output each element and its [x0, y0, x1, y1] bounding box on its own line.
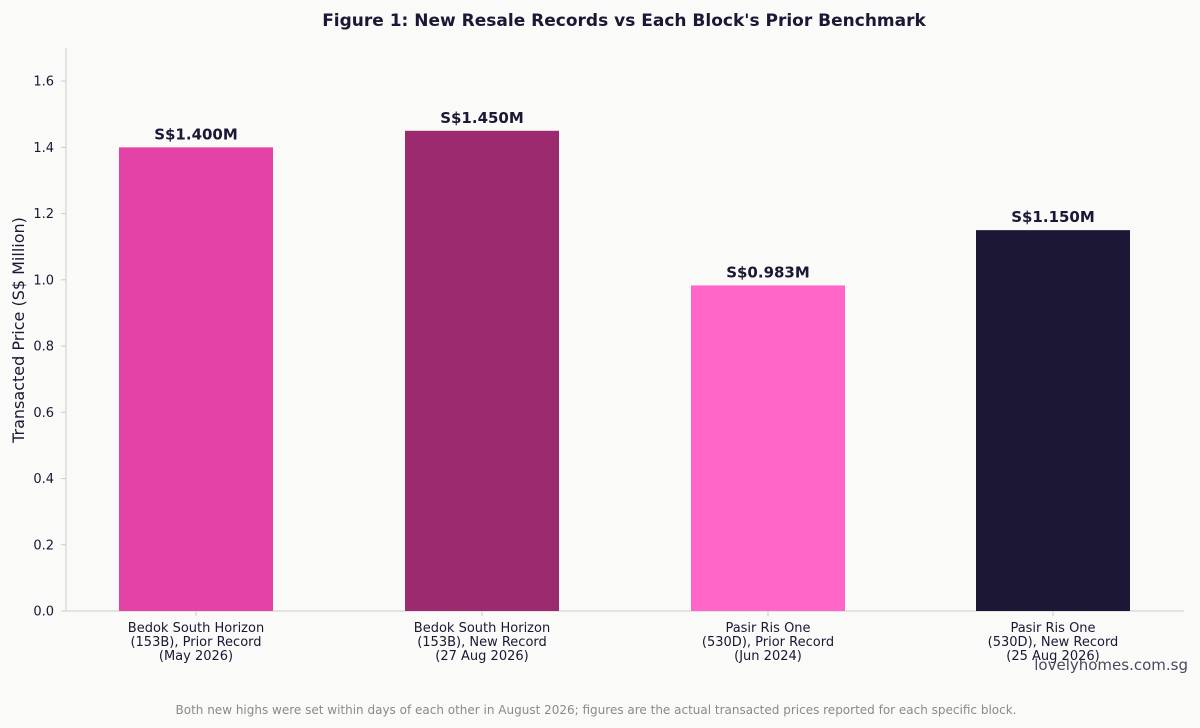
y-ticks: 0.0 0.2 0.4 0.6 0.8 1.0 1.2 1.4 1.6	[33, 75, 66, 620]
footnote: Both new highs were set within days of e…	[176, 703, 1017, 717]
x-tick-label: (Jun 2024)	[734, 649, 802, 664]
data-labels: S$1.400M S$1.450M S$0.983M S$1.150M	[154, 109, 1095, 282]
x-tick-label: (530D), New Record	[988, 635, 1119, 650]
y-tick-label: 0.4	[33, 472, 54, 487]
y-tick-label: 0.8	[33, 340, 54, 355]
x-tick-label: Bedok South Horizon	[128, 621, 264, 636]
x-tick-label: (May 2026)	[159, 649, 233, 664]
bar	[691, 285, 845, 611]
y-tick-label: 0.2	[33, 538, 54, 553]
bars	[119, 130, 1130, 611]
x-tick-label: Bedok South Horizon	[414, 621, 550, 636]
x-tick-label: (530D), Prior Record	[702, 635, 834, 650]
y-tick-label: 1.6	[33, 75, 54, 90]
x-tick-label: (25 Aug 2026)	[1006, 649, 1099, 664]
chart-title: Figure 1: New Resale Records vs Each Blo…	[322, 11, 926, 31]
x-ticks: Bedok South Horizon(153B), Prior Record(…	[128, 611, 1119, 664]
y-tick-label: 1.4	[33, 141, 54, 156]
y-tick-label: 0.6	[33, 406, 54, 421]
x-tick-label: Pasir Ris One	[1010, 621, 1095, 636]
x-tick-label: (153B), Prior Record	[130, 635, 261, 650]
watermark: lovelyhomes.com.sg	[1034, 656, 1188, 674]
bar	[976, 230, 1130, 611]
bar	[405, 130, 559, 611]
bar-value-label: S$0.983M	[726, 263, 810, 281]
bar-value-label: S$1.150M	[1011, 208, 1095, 226]
y-tick-label: 1.2	[33, 207, 54, 222]
x-tick-label: (153B), New Record	[417, 635, 547, 650]
y-tick-label: 0.0	[33, 605, 54, 620]
bar-value-label: S$1.400M	[154, 125, 238, 143]
y-axis-label: Transacted Price (S$ Million)	[9, 217, 28, 444]
x-tick-label: (27 Aug 2026)	[435, 649, 528, 664]
bar-value-label: S$1.450M	[440, 109, 524, 127]
x-tick-label: Pasir Ris One	[725, 621, 810, 636]
y-tick-label: 1.0	[33, 273, 54, 288]
bar	[119, 147, 273, 611]
